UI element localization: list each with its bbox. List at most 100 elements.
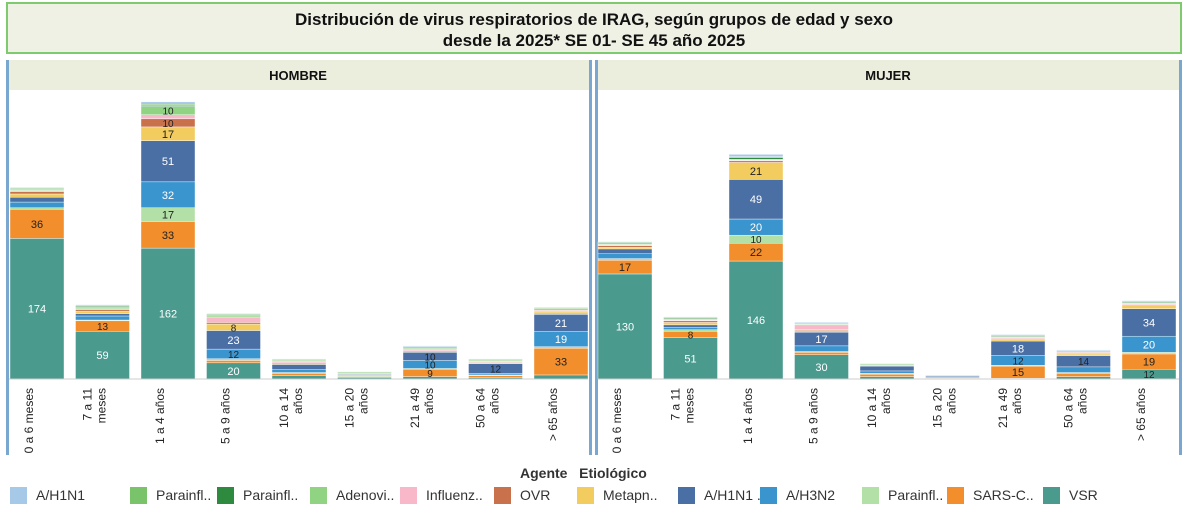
bar-hombre-1-VSR [75, 331, 130, 380]
bar-label-mujer-2-4: 49 [750, 194, 762, 206]
legend-item[interactable]: Influenz.. [400, 485, 483, 505]
x-tick-label-mujer-1: 7 a 11 [669, 388, 683, 421]
bar-label-mujer-6-3: 12 [1012, 356, 1024, 367]
bar-mujer-6-Metapn.. [990, 339, 1046, 342]
bar-mujer-3-A/H3N2 [794, 345, 849, 352]
legend-label: Influenz.. [426, 487, 483, 503]
bar-label-mujer-2-2: 10 [750, 235, 762, 246]
legend-item[interactable]: Adenovi.. [310, 485, 394, 505]
legend-item[interactable]: VSR [1043, 485, 1098, 505]
bar-hombre-4-A/H1N1 .. [271, 364, 327, 370]
bar-mujer-2-Parainfl..(2) [728, 157, 784, 160]
bar-label-hombre-2-8: 10 [162, 107, 174, 118]
bar-label-mujer-3-4: 17 [815, 334, 827, 346]
x-tick-label-mujer-7: años [1076, 388, 1090, 414]
bar-label-hombre-3-4: 23 [227, 335, 239, 347]
bar-mujer-3-SARS-C.. [794, 352, 849, 355]
bar-hombre-0-A/H3N2 [9, 201, 65, 208]
x-tick-label-mujer-0: 0 a 6 meses [610, 388, 624, 453]
x-tick-label-mujer-2: 1 a 4 años [741, 388, 755, 444]
bar-hombre-6-A/H1N1 [402, 345, 458, 347]
bar-label-mujer-6-4: 18 [1012, 343, 1024, 355]
bar-label-hombre-8-3: 19 [555, 334, 567, 346]
legend-swatch [947, 486, 964, 504]
bar-label-mujer-0-1: 17 [619, 262, 631, 274]
legend-swatch [400, 486, 417, 504]
x-tick-label-hombre-4: años [291, 388, 305, 414]
bar-mujer-5-Metapn.. [925, 374, 980, 376]
bar-mujer-3-Influenz.. [794, 324, 849, 330]
bar-hombre-8-VSR [533, 374, 589, 380]
bar-label-mujer-8-0: 12 [1143, 370, 1155, 381]
bar-label-hombre-2-2: 17 [162, 210, 174, 222]
x-tick-label-mujer-1: meses [683, 388, 697, 423]
bar-mujer-1-A/H3N2 [663, 327, 718, 330]
bar-hombre-4-Influenz.. [271, 361, 327, 364]
bar-label-mujer-8-1: 19 [1143, 357, 1155, 369]
bar-hombre-6-Influenz.. [402, 348, 458, 351]
bar-hombre-0-OVR [9, 191, 65, 195]
legend-label: Parainfl.. [243, 487, 299, 503]
x-tick-label-hombre-2: 1 a 4 años [153, 388, 167, 444]
bar-mujer-0-A/H3N2 [597, 253, 653, 259]
legend-swatch [217, 486, 234, 504]
chart-title-box: Distribución de virus respiratorios de I… [6, 2, 1182, 54]
bar-mujer-2-VSR [728, 260, 784, 380]
legend-swatch [678, 486, 695, 504]
legend-label: Parainfl.. [888, 487, 944, 503]
x-tick-label-mujer-3: 5 a 9 años [807, 388, 821, 444]
bar-mujer-3-Metapn.. [794, 330, 849, 333]
legend-item[interactable]: A/H1N1 [10, 485, 85, 505]
bar-mujer-1-A/H1N1 [663, 316, 718, 318]
bar-hombre-4-A/H1N1 [271, 358, 327, 360]
bar-mujer-0-OVR [597, 245, 653, 248]
bar-mujer-8-A/H1N1 [1121, 300, 1177, 302]
bar-label-mujer-7-4: 14 [1078, 357, 1090, 368]
bar-hombre-4-SARS-C.. [271, 373, 327, 376]
bar-label-hombre-3-0: 20 [227, 366, 239, 378]
legend-item[interactable]: A/H1N1 .. [678, 485, 765, 505]
bar-mujer-8-Metapn.. [1121, 305, 1177, 309]
bar-mujer-3-A/H1N1 [794, 322, 849, 324]
x-tick-label-hombre-4: 10 a 14 [277, 388, 291, 428]
bar-hombre-8-A/H1N1 [533, 306, 589, 309]
bar-mujer-8-Parainfl..(3) [1121, 352, 1177, 355]
bar-mujer-4-Parainfl..(1) [859, 363, 915, 365]
legend-item[interactable]: Parainfl.. [217, 485, 298, 505]
panel-header-bg-hombre [6, 60, 590, 90]
bar-mujer-8-A/H1N1 .. [1121, 308, 1177, 337]
bar-mujer-2-A/H1N1 .. [728, 179, 784, 220]
chart-title-line1: Distribución de virus respiratorios de I… [295, 10, 893, 29]
bar-label-mujer-6-1: 15 [1012, 367, 1024, 379]
bar-label-hombre-3-5: 8 [231, 323, 237, 334]
bar-hombre-8-SARS-C.. [533, 348, 589, 376]
x-tick-label-mujer-6: 21 a 49 [996, 388, 1010, 428]
x-tick-label-hombre-1: meses [95, 388, 109, 423]
bar-label-mujer-1-0: 51 [684, 353, 696, 365]
bar-hombre-5-Parainfl..(1) [337, 371, 392, 373]
bar-label-mujer-2-1: 22 [750, 247, 762, 259]
bar-label-hombre-2-0: 162 [159, 309, 177, 321]
legend-item[interactable]: OVR [494, 485, 550, 505]
x-tick-label-hombre-0: 0 a 6 meses [22, 388, 36, 453]
panel-border-divider [589, 60, 592, 455]
bar-hombre-2-Parainfl..(1) [140, 104, 196, 107]
panel-header-hombre: HOMBRE [269, 68, 327, 83]
legend-item[interactable]: Metapn.. [577, 485, 657, 505]
bar-hombre-0-A/H1N1 [9, 187, 65, 189]
legend-item[interactable]: A/H3N2 [760, 485, 835, 505]
legend-label: SARS-C.. [973, 487, 1034, 503]
bar-mujer-4-SARS-C.. [859, 373, 915, 377]
bar-label-hombre-7-4: 12 [490, 364, 502, 375]
legend: A/H1N1 Parainfl.. Parainfl.. Adenovi.. Influ… [10, 485, 1190, 509]
x-tick-label-hombre-7: años [488, 388, 502, 414]
legend-item[interactable]: Parainfl.. [130, 485, 211, 505]
panel-header-mujer: MUJER [865, 68, 911, 83]
legend-item[interactable]: Parainfl.. [862, 485, 943, 505]
bar-hombre-0-VSR [9, 238, 65, 380]
bar-hombre-3-OVR [206, 322, 261, 325]
x-tick-label-mujer-6: años [1010, 388, 1024, 414]
legend-item[interactable]: SARS-C.. [947, 485, 1034, 505]
bar-hombre-2-A/H3N2 [140, 181, 196, 208]
